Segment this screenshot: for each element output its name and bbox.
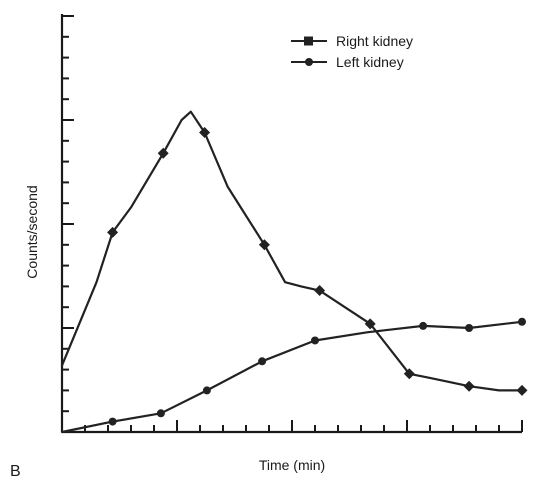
y-axis-ticks — [62, 15, 74, 413]
x-axis-label: Time (min) — [259, 457, 325, 473]
legend-label-right-kidney: Right kidney — [336, 33, 413, 49]
series-line-left-kidney — [60, 320, 524, 434]
data-point-right-kidney — [314, 285, 326, 297]
data-point-right-kidney — [403, 368, 415, 380]
data-point-right-kidney — [107, 226, 119, 238]
data-point-left-kidney — [518, 317, 526, 326]
y-axis-label: Counts/second — [24, 185, 40, 278]
data-point-right-kidney — [516, 384, 528, 396]
data-point-right-kidney — [157, 147, 169, 159]
data-point-right-kidney — [258, 239, 270, 251]
legend-label-left-kidney: Left kidney — [336, 54, 404, 70]
panel-label: B — [10, 463, 21, 480]
legend: Right kidney Left kidney — [291, 33, 413, 70]
data-point-left-kidney — [311, 336, 319, 345]
legend-circle-marker-icon — [305, 58, 313, 66]
data-point-right-kidney — [199, 126, 211, 138]
x-axis-ticks — [84, 420, 523, 432]
data-point-left-kidney — [419, 321, 428, 330]
data-point-right-kidney — [463, 380, 475, 392]
plot-series — [60, 110, 528, 434]
legend-square-marker-icon — [304, 36, 313, 46]
data-point-left-kidney — [258, 357, 267, 366]
data-point-left-kidney — [108, 417, 117, 426]
data-point-left-kidney — [465, 324, 474, 332]
data-point-left-kidney — [156, 409, 165, 418]
data-point-left-kidney — [202, 386, 211, 395]
data-point-right-kidney — [364, 318, 376, 330]
